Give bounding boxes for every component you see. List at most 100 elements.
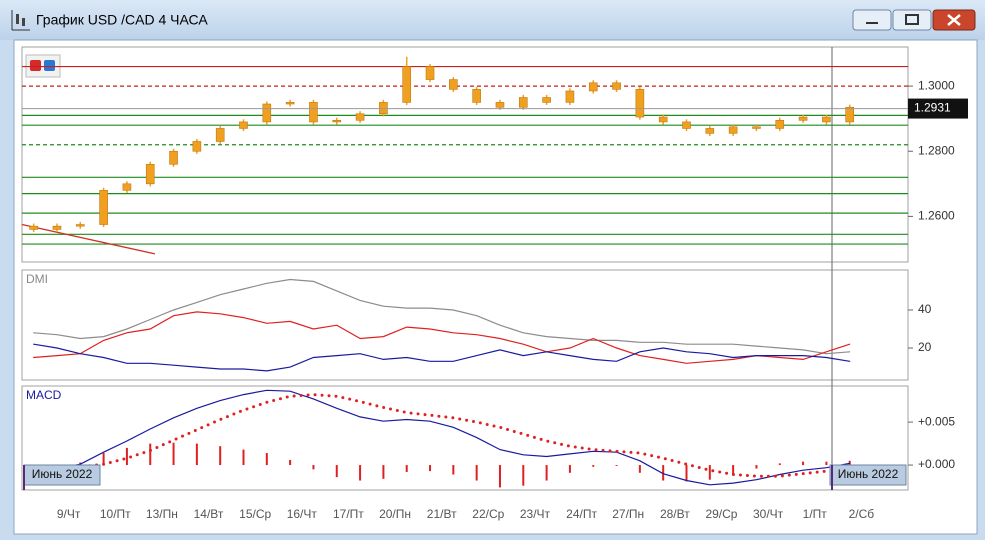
x-tick-label: 24/Пт [566, 507, 597, 521]
histogram-bar [265, 453, 268, 466]
x-tick-label: 14/Вт [194, 507, 224, 521]
candle-body [845, 106, 855, 123]
candle-body [262, 103, 272, 123]
histogram-bar [242, 449, 245, 466]
histogram-bar [778, 463, 781, 466]
candle-body [472, 89, 481, 103]
histogram-bar [662, 465, 665, 481]
histogram-bar [802, 461, 805, 466]
candle-body [402, 66, 412, 103]
period-label-box [829, 464, 907, 486]
maximize-button[interactable] [892, 9, 932, 31]
minimize-button[interactable] [852, 9, 892, 31]
histogram-bar [685, 465, 688, 482]
x-tick-label: 28/Вт [660, 507, 690, 521]
candle-body [52, 225, 62, 230]
x-tick-label: 1/Пт [803, 507, 828, 521]
panel-title: DMI [26, 272, 48, 286]
candle-body [798, 116, 808, 121]
candle-body [728, 126, 738, 134]
panel-title: MACD [26, 388, 62, 402]
y-tick-label: 1.3000 [918, 78, 955, 92]
indicator-line [33, 278, 851, 355]
window-icon [11, 10, 30, 31]
x-tick-label: 23/Чт [520, 507, 551, 521]
histogram-bar [825, 461, 828, 466]
x-tick-label: 10/Пт [100, 507, 131, 521]
histogram-bar [172, 442, 175, 466]
candle-body [752, 126, 761, 129]
histogram-bar [219, 446, 222, 466]
y-tick-label: 20 [918, 340, 932, 354]
candle-body [215, 128, 225, 142]
macd-panel [21, 385, 909, 491]
x-tick-label: 30/Чт [753, 507, 784, 521]
candle-body [705, 128, 715, 134]
candle-body [122, 183, 132, 191]
x-tick-label: 15/Ср [239, 507, 271, 521]
y-tick-label: +0.000 [918, 457, 955, 471]
histogram-bar [475, 465, 478, 481]
histogram-bar [289, 459, 292, 466]
candle-body [29, 225, 38, 230]
candle-body [309, 102, 318, 123]
x-tick-label: 21/Вт [427, 507, 457, 521]
histogram-bar [382, 465, 385, 479]
y-tick-label: 1.2600 [918, 209, 955, 223]
title-bar [0, 0, 985, 40]
candle-body [682, 121, 691, 129]
histogram-bar [522, 465, 525, 486]
x-tick-label: 2/Сб [849, 507, 875, 521]
maximize-icon [905, 14, 919, 25]
histogram-bar [545, 465, 548, 481]
histogram-bar [755, 465, 758, 469]
histogram-bar [195, 443, 198, 466]
candle-body [355, 113, 365, 121]
x-tick-label: 9/Чт [57, 507, 81, 521]
candle-body [588, 82, 598, 92]
histogram-bar [498, 465, 501, 488]
candle-body [449, 79, 458, 90]
histogram-bar [708, 465, 711, 480]
last-price-label: 1.2931 [914, 101, 951, 115]
period-label: Июнь 2022 [838, 467, 899, 481]
y-tick-label: 1.2800 [918, 143, 955, 157]
candle-body [635, 89, 645, 118]
histogram-bar [615, 465, 618, 466]
histogram-bar [102, 453, 105, 466]
histogram-bar [452, 465, 455, 475]
histogram-bar [405, 465, 408, 472]
indicator-line [33, 311, 851, 364]
histogram-bar [592, 465, 595, 467]
candle-body [495, 102, 505, 108]
histogram-bar [149, 443, 152, 466]
x-tick-label: 27/Пн [612, 507, 644, 521]
close-icon [947, 14, 961, 26]
signal-line [32, 393, 852, 478]
x-tick-label: 13/Пн [146, 507, 178, 521]
period-label: Июнь 2022 [32, 467, 93, 481]
histogram-bar [638, 465, 641, 473]
candle-body [145, 163, 155, 185]
last-price-box [908, 98, 968, 119]
candle-body [612, 82, 621, 90]
x-tick-label: 20/Пн [379, 507, 411, 521]
histogram-bar [732, 465, 735, 474]
indicator-line [33, 389, 851, 486]
candle-body [285, 102, 295, 105]
candle-body [425, 66, 435, 80]
trend-line [21, 223, 156, 255]
y-tick-label: 40 [918, 302, 932, 316]
histogram-bar [568, 465, 571, 473]
candle-body [775, 119, 785, 129]
histogram-bar [359, 465, 362, 481]
x-tick-label: 16/Чт [287, 507, 318, 521]
indicator-line [33, 343, 851, 372]
candle-body [169, 150, 178, 165]
y-tick-label: +0.005 [918, 414, 955, 428]
histogram-bar [335, 465, 338, 478]
candle-body [239, 121, 248, 129]
x-tick-label: 22/Ср [472, 507, 504, 521]
